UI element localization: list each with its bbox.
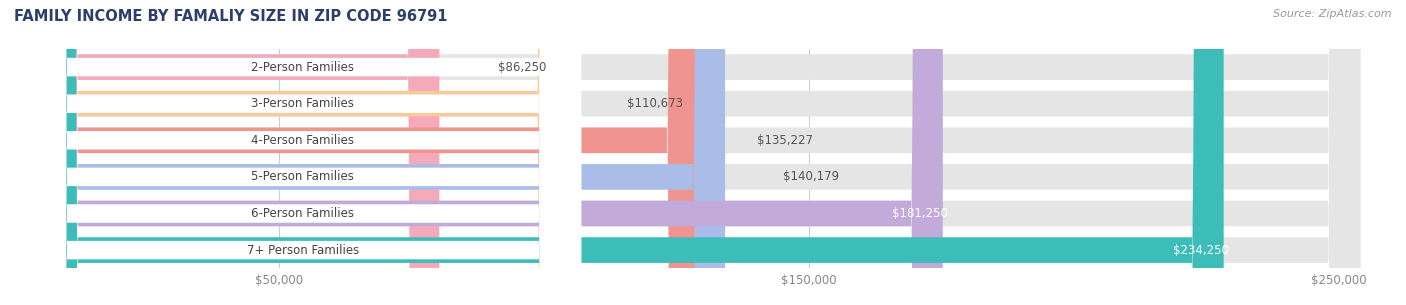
Text: 4-Person Families: 4-Person Families xyxy=(252,134,354,147)
Text: 6-Person Families: 6-Person Families xyxy=(252,207,354,220)
Text: $140,179: $140,179 xyxy=(783,170,839,183)
FancyBboxPatch shape xyxy=(25,0,581,305)
FancyBboxPatch shape xyxy=(46,0,725,305)
Text: 5-Person Families: 5-Person Families xyxy=(252,170,354,183)
FancyBboxPatch shape xyxy=(25,0,581,305)
FancyBboxPatch shape xyxy=(46,0,1360,305)
FancyBboxPatch shape xyxy=(46,0,1360,305)
FancyBboxPatch shape xyxy=(46,0,699,305)
Text: $110,673: $110,673 xyxy=(627,97,683,110)
FancyBboxPatch shape xyxy=(25,0,581,305)
FancyBboxPatch shape xyxy=(25,0,581,305)
Text: $234,250: $234,250 xyxy=(1173,244,1229,257)
FancyBboxPatch shape xyxy=(25,0,581,305)
Text: 2-Person Families: 2-Person Families xyxy=(252,61,354,74)
Text: $135,227: $135,227 xyxy=(758,134,813,147)
FancyBboxPatch shape xyxy=(46,0,1360,305)
Text: 3-Person Families: 3-Person Families xyxy=(252,97,354,110)
FancyBboxPatch shape xyxy=(46,0,1360,305)
FancyBboxPatch shape xyxy=(46,0,1360,305)
FancyBboxPatch shape xyxy=(25,0,581,305)
Text: FAMILY INCOME BY FAMALIY SIZE IN ZIP CODE 96791: FAMILY INCOME BY FAMALIY SIZE IN ZIP COD… xyxy=(14,9,447,24)
Text: $181,250: $181,250 xyxy=(893,207,948,220)
FancyBboxPatch shape xyxy=(46,0,1223,305)
Text: $86,250: $86,250 xyxy=(498,61,546,74)
Text: Source: ZipAtlas.com: Source: ZipAtlas.com xyxy=(1274,9,1392,19)
FancyBboxPatch shape xyxy=(46,0,439,305)
FancyBboxPatch shape xyxy=(46,0,943,305)
FancyBboxPatch shape xyxy=(46,0,1360,305)
Text: 7+ Person Families: 7+ Person Families xyxy=(247,244,359,257)
FancyBboxPatch shape xyxy=(46,0,569,305)
